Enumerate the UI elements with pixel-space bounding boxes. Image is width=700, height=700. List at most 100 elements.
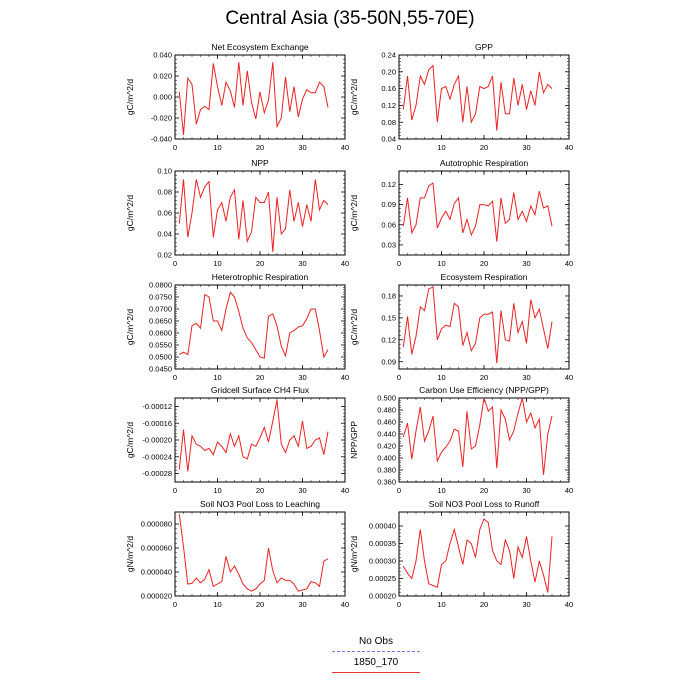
y-axis-label: NPP/GPP <box>349 421 359 459</box>
x-tick-label: 10 <box>213 600 221 609</box>
chart-title: Heterotrophic Respiration <box>212 272 309 282</box>
chart-panel-7: Carbon Use Efficiency (NPP/GPP) NPP/GPP 0 1… <box>349 385 573 495</box>
series-line <box>402 286 553 364</box>
x-tick-label: 20 <box>480 143 488 152</box>
x-tick-label: 40 <box>565 600 573 609</box>
y-tick-label: 0.0750 <box>149 293 172 302</box>
x-tick-label: 20 <box>256 373 264 382</box>
y-axis-label: gN/m^2/d <box>125 536 135 572</box>
x-tick-label: 10 <box>213 143 221 152</box>
chart-panel-9: Soil NO3 Pool Loss to Runoff gN/m^2/d 0 10 2… <box>349 499 573 609</box>
y-tick-label: 0.380 <box>377 466 396 475</box>
x-tick-label: 10 <box>437 486 445 495</box>
chart-panel-8: Soil NO3 Pool Loss to Leaching gN/m^2/d 0 1… <box>125 499 349 609</box>
chart-title: Carbon Use Efficiency (NPP/GPP) <box>419 385 549 395</box>
y-tick-label: 0.00020 <box>369 592 396 601</box>
legend: No Obs 1850_170 <box>320 636 432 678</box>
y-tick-label: -0.00020 <box>142 436 172 445</box>
x-tick-label: 40 <box>565 259 573 268</box>
y-tick-label: 0.460 <box>377 418 396 427</box>
chart-title: Autotrophic Respiration <box>440 158 529 168</box>
chart-title: Soil NO3 Pool Loss to Leaching <box>200 499 320 509</box>
y-tick-label: 0.18 <box>381 292 396 301</box>
x-tick-label: 20 <box>256 600 264 609</box>
x-tick-label: 20 <box>256 486 264 495</box>
plot-frame <box>174 54 346 140</box>
x-tick-label: 20 <box>256 143 264 152</box>
y-tick-label: 0.12 <box>381 335 396 344</box>
y-tick-label: 0.20 <box>381 67 396 76</box>
y-tick-label: 0.00025 <box>369 574 396 583</box>
y-tick-label: -0.040 <box>151 135 172 144</box>
series-line <box>178 400 329 472</box>
chart-panel-3: Autotrophic Respiration gC/m^2/d 0 10 20 30 40… <box>349 158 573 268</box>
series-line <box>402 182 553 242</box>
series-line <box>179 291 329 359</box>
y-tick-label: 0.360 <box>377 478 396 487</box>
plot-frame <box>398 54 570 140</box>
y-tick-label: 0.500 <box>377 394 396 403</box>
y-axis-label: gC/m^2/d <box>125 195 135 231</box>
y-tick-label: -0.00012 <box>142 402 172 411</box>
y-tick-label: 0.00040 <box>369 522 396 531</box>
x-tick-label: 40 <box>565 486 573 495</box>
x-tick-label: 0 <box>397 143 401 152</box>
y-tick-label: 0.0700 <box>149 305 172 314</box>
y-tick-label: 0.02 <box>157 251 172 260</box>
x-tick-label: 0 <box>173 143 177 152</box>
x-tick-label: 30 <box>522 600 530 609</box>
y-axis-label: gC/m^2/d <box>125 309 135 345</box>
chart-title: Gridcell Surface CH4 Flux <box>211 385 310 395</box>
series-line <box>402 64 553 131</box>
x-tick-label: 40 <box>341 143 349 152</box>
x-tick-label: 10 <box>213 259 221 268</box>
x-tick-label: 0 <box>397 259 401 268</box>
x-tick-label: 0 <box>397 486 401 495</box>
y-tick-label: 0.480 <box>377 406 396 415</box>
chart-panel-5: Ecosystem Respiration gC/m^2/d 0 10 20 30 40 0.… <box>349 272 573 382</box>
y-axis-label: gN/m^2/d <box>349 536 359 572</box>
y-axis-label: gC/m^2/d <box>349 309 359 345</box>
plot-frame <box>174 397 346 483</box>
x-tick-label: 30 <box>298 373 306 382</box>
series-line <box>178 179 329 252</box>
x-tick-label: 30 <box>522 259 530 268</box>
series-line <box>178 62 329 135</box>
y-tick-label: 0.12 <box>381 180 396 189</box>
chart-panel-0: Net Ecosystem Exchange gC/m^2/d 0 10 20 30 40 -… <box>125 42 349 152</box>
x-tick-label: 10 <box>213 373 221 382</box>
x-tick-label: 10 <box>437 259 445 268</box>
page-title: Central Asia (35-50N,55-70E) <box>225 8 475 29</box>
plot-frame <box>398 170 570 256</box>
y-tick-label: 0.09 <box>381 200 396 209</box>
chart-title: Soil NO3 Pool Loss to Runoff <box>429 499 540 509</box>
y-tick-label: -0.020 <box>151 114 172 123</box>
x-tick-label: 0 <box>173 486 177 495</box>
x-tick-label: 10 <box>437 143 445 152</box>
chart-panel-4: Heterotrophic Respiration gC/m^2/d 0 10 20 30… <box>125 272 349 382</box>
y-tick-label: 0.020 <box>153 72 172 81</box>
series-line <box>402 518 553 593</box>
y-tick-label: 0.0500 <box>149 353 172 362</box>
legend-line-obs <box>332 651 420 652</box>
y-tick-label: 0.06 <box>381 220 396 229</box>
y-axis-label: gC/m^2/d <box>349 195 359 231</box>
x-tick-label: 40 <box>565 373 573 382</box>
y-tick-label: 0.420 <box>377 442 396 451</box>
y-tick-label: 0.16 <box>381 84 396 93</box>
legend-label-obs: No Obs <box>359 636 393 647</box>
y-tick-label: 0.00030 <box>369 557 396 566</box>
x-tick-label: 30 <box>522 143 530 152</box>
y-tick-label: 0.06 <box>157 209 172 218</box>
y-tick-label: -0.00024 <box>142 452 172 461</box>
x-tick-label: 10 <box>437 600 445 609</box>
x-tick-label: 40 <box>341 486 349 495</box>
x-tick-label: 20 <box>480 259 488 268</box>
y-tick-label: 0.15 <box>381 313 396 322</box>
y-tick-label: 0.0550 <box>149 341 172 350</box>
y-tick-label: 0.0800 <box>149 281 172 290</box>
x-tick-label: 30 <box>522 486 530 495</box>
y-tick-label: 0.000040 <box>141 568 172 577</box>
chart-panel-1: GPP gC/m^2/d 0 10 20 30 40 0.04 0.08 0.12 0.16 0.20… <box>349 42 573 152</box>
